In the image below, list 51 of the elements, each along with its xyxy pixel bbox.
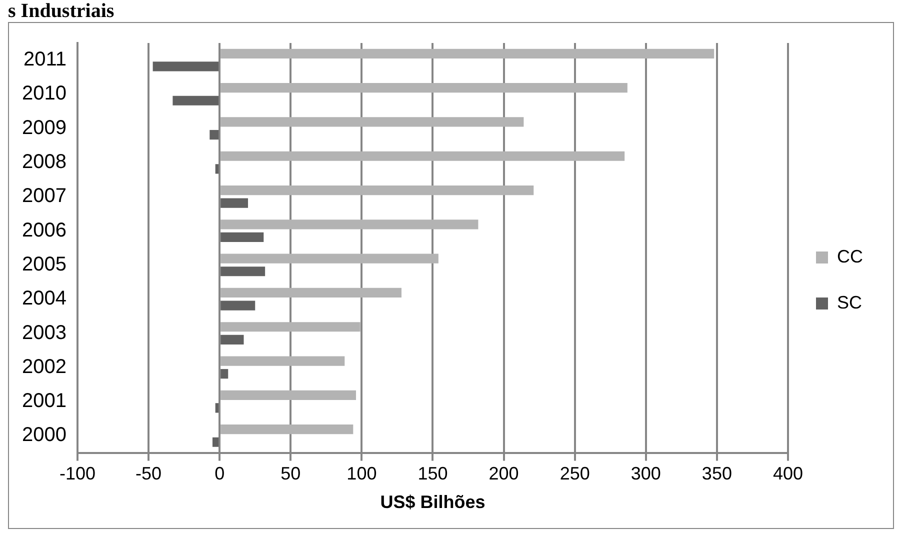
- x-tick-label: 400: [772, 464, 804, 484]
- bar: [220, 390, 356, 400]
- x-tick-label: -50: [136, 464, 162, 484]
- bar: [220, 83, 628, 93]
- y-tick-label: 2008: [22, 151, 66, 174]
- x-tick-label: 300: [630, 464, 661, 484]
- bar: [215, 403, 219, 413]
- bar: [152, 62, 219, 72]
- bar: [220, 334, 244, 344]
- bar: [212, 437, 219, 447]
- bar: [220, 232, 264, 242]
- y-tick-label: 2010: [22, 82, 66, 105]
- x-tick-label: -100: [59, 464, 96, 484]
- x-tick-label: 50: [280, 464, 301, 484]
- x-tick-label: 250: [560, 464, 590, 484]
- y-tick-label: 2011: [23, 48, 66, 71]
- y-tick-label: 2007: [22, 185, 66, 208]
- y-tick-label: 2001: [22, 390, 66, 412]
- bar: [220, 220, 478, 230]
- y-tick-label: 2006: [22, 219, 66, 242]
- x-tick-label: 100: [346, 464, 377, 484]
- bar: [220, 356, 345, 366]
- bar: [220, 117, 524, 127]
- x-axis-title: US$ Bilhões: [380, 492, 486, 512]
- y-tick-label: 2000: [22, 424, 66, 446]
- bar: [220, 322, 360, 332]
- legend-label: SC: [837, 292, 862, 312]
- y-tick-label: 2004: [22, 288, 66, 310]
- y-tick-label: 2009: [22, 116, 66, 139]
- bar: [220, 300, 256, 310]
- bar: [220, 185, 534, 196]
- bar: [220, 369, 228, 379]
- bar: [220, 48, 714, 58]
- y-tick-label: 2002: [22, 356, 66, 378]
- bar: [220, 266, 266, 276]
- bar: [220, 151, 625, 161]
- x-tick-label: 0: [214, 464, 225, 484]
- chart-title: s Industriais: [8, 0, 116, 22]
- bar: [220, 198, 248, 208]
- y-tick-label: 2003: [22, 322, 66, 344]
- bar: [220, 254, 438, 264]
- x-tick-label: 350: [702, 464, 732, 484]
- legend-label: CC: [837, 246, 863, 266]
- bar: [220, 424, 354, 434]
- bar: [215, 164, 219, 174]
- x-tick-label: 200: [488, 464, 519, 484]
- bar: [220, 288, 402, 298]
- y-tick-label: 2005: [22, 253, 66, 276]
- x-tick-label: 150: [418, 464, 448, 484]
- bar: [210, 130, 219, 140]
- bar: [172, 96, 219, 106]
